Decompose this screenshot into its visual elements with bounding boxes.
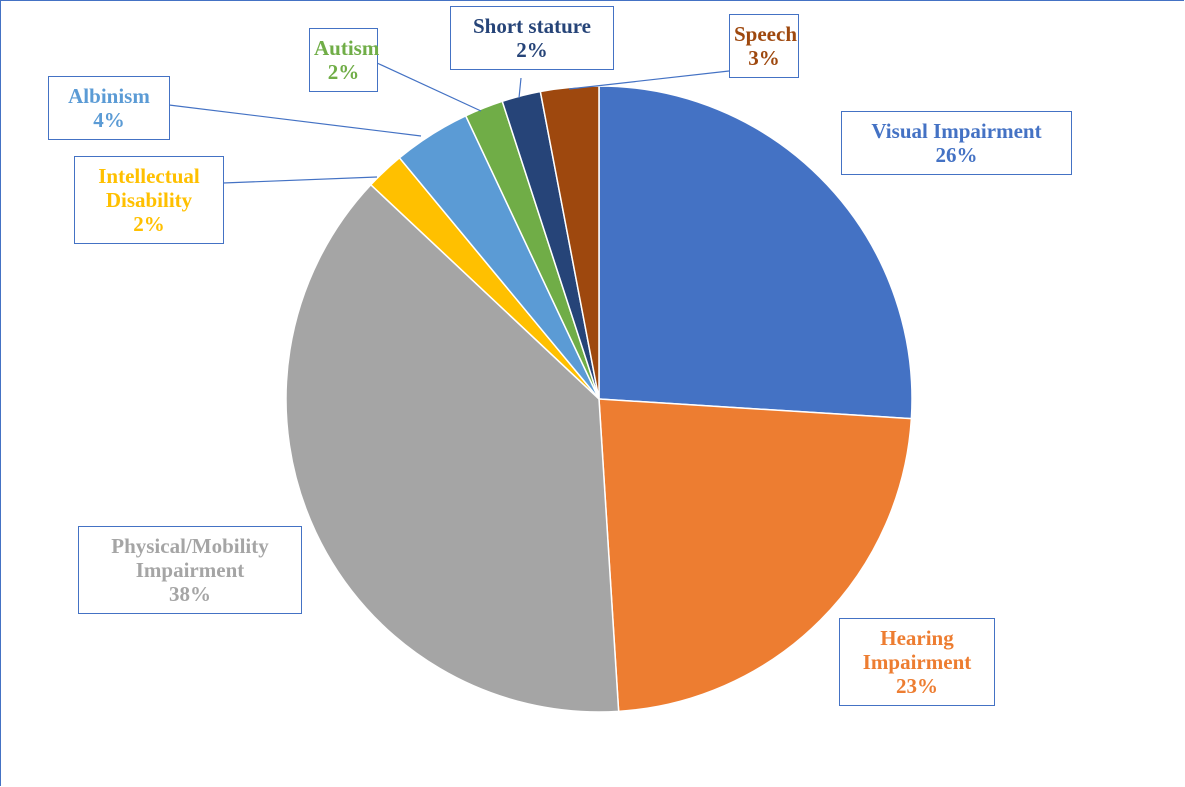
- data-label: Physical/Mobility Impairment 38%: [78, 526, 302, 614]
- label-value: 2%: [327, 60, 360, 84]
- label-name: Hearing Impairment: [862, 626, 972, 674]
- pie-slice: [285, 183, 620, 713]
- data-label: Albinism 4%: [48, 76, 170, 140]
- label-name: Speech: [734, 22, 797, 46]
- label-name: Intellectual Disability: [98, 164, 200, 212]
- label-value: 2%: [516, 38, 548, 62]
- leader-line: [568, 70, 730, 90]
- label-value: 3%: [748, 46, 780, 70]
- label-name: Visual Impairment: [871, 119, 1042, 143]
- pie-slice: [598, 85, 913, 420]
- label-value: 4%: [93, 108, 125, 132]
- data-label: Speech 3%: [729, 14, 799, 78]
- pie-slice: [598, 398, 913, 713]
- label-value: 23%: [896, 674, 938, 698]
- data-label: Visual Impairment 26%: [841, 111, 1072, 175]
- data-label: Autism 2%: [309, 28, 380, 92]
- data-label: Intellectual Disability 2%: [74, 156, 224, 244]
- label-value: 26%: [935, 143, 978, 167]
- label-value: 2%: [133, 212, 165, 236]
- leader-line: [376, 62, 482, 112]
- leader-line: [222, 176, 378, 184]
- label-name: Autism: [314, 36, 380, 60]
- data-label: Hearing Impairment 23%: [839, 618, 995, 706]
- leader-line: [518, 77, 522, 99]
- label-value: 38%: [169, 582, 211, 606]
- label-name: Albinism: [68, 84, 150, 108]
- leader-line: [168, 104, 422, 137]
- label-name: Physical/Mobility Impairment: [111, 534, 269, 582]
- data-label: Short stature 2%: [450, 6, 614, 70]
- label-name: Short stature: [472, 14, 592, 38]
